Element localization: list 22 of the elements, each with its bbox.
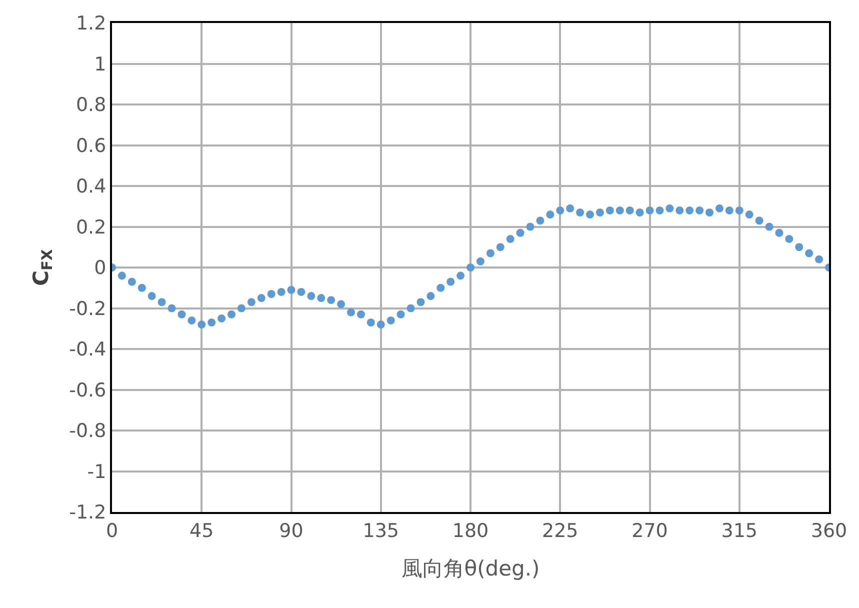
y-tick-label: -1.2 bbox=[69, 502, 106, 524]
y-tick-label: 0.4 bbox=[76, 176, 106, 198]
x-tick-label: 360 bbox=[810, 520, 848, 542]
y-tick-label: -0.6 bbox=[69, 379, 106, 402]
y-tick-label: 1 bbox=[94, 53, 106, 76]
y-tick-label: -0.8 bbox=[69, 420, 106, 442]
x-tick-label: 225 bbox=[542, 520, 578, 542]
x-tick-label: 270 bbox=[632, 520, 668, 542]
x-axis-title: 風向角θ(deg.) bbox=[401, 556, 540, 580]
y-tick-label: 0.8 bbox=[76, 94, 106, 116]
y-tick-label: -0.2 bbox=[69, 298, 106, 320]
y-tick-label: 0 bbox=[94, 257, 106, 280]
y-tick-label: -1 bbox=[87, 460, 106, 483]
y-tick-label: 0.6 bbox=[76, 134, 106, 157]
y-tick-label: 1.2 bbox=[76, 12, 106, 35]
y-tick-label: -0.4 bbox=[69, 338, 106, 361]
x-tick-label: 180 bbox=[452, 520, 489, 542]
x-tick-label: 45 bbox=[190, 520, 214, 542]
x-tick-label: 135 bbox=[362, 520, 400, 542]
x-tick-label: 90 bbox=[279, 520, 304, 542]
y-tick-label: 0.2 bbox=[76, 216, 106, 238]
x-tick-label: 315 bbox=[721, 520, 758, 542]
